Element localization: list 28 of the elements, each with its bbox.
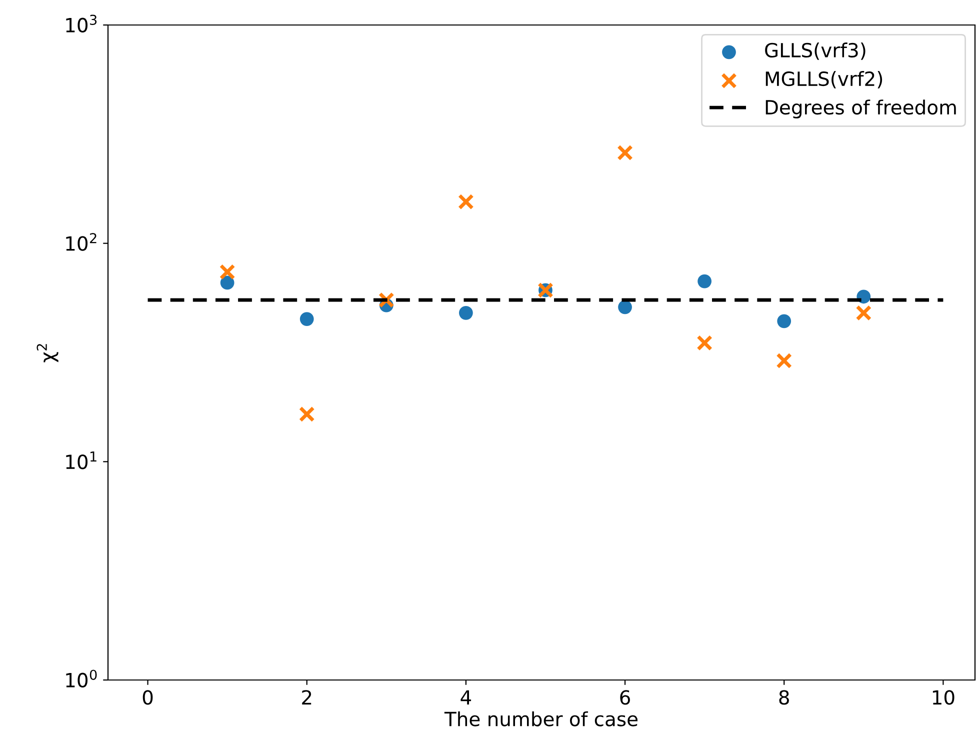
point [300,312,314,326]
y-tick-label: 10$^{1}$ [66,452,96,470]
x-tick-label: 8 [779,690,789,705]
x-tick-label: 2 [302,690,312,704]
x-tick-label: 0 [142,690,153,705]
y-axis-title: χ$^{2}$ [36,344,58,362]
point [458,306,473,320]
point [856,304,872,321]
point [298,406,315,422]
legend-label: Degrees of freedom [766,100,956,118]
x-tick-label: 10 [932,690,954,705]
point [777,314,792,328]
legend-label: GLLS(vrf3) [765,42,866,60]
x-tick-label: 4 [460,690,472,704]
point [698,274,712,288]
point [776,352,792,369]
y-tick-label: 10$^{3}$ [66,14,97,33]
legend-label: MGLLS(vrf2) [766,71,882,88]
y-tick-label: 10$^{2}$ [66,233,96,251]
x-tick-label: 6 [620,690,630,705]
point [618,300,632,314]
point [458,194,474,210]
point [617,144,633,161]
point [220,276,234,290]
point [696,334,713,351]
y-tick-label: 10$^{0}$ [66,670,97,688]
x-axis-title: The number of case [444,711,638,726]
point [219,264,236,280]
